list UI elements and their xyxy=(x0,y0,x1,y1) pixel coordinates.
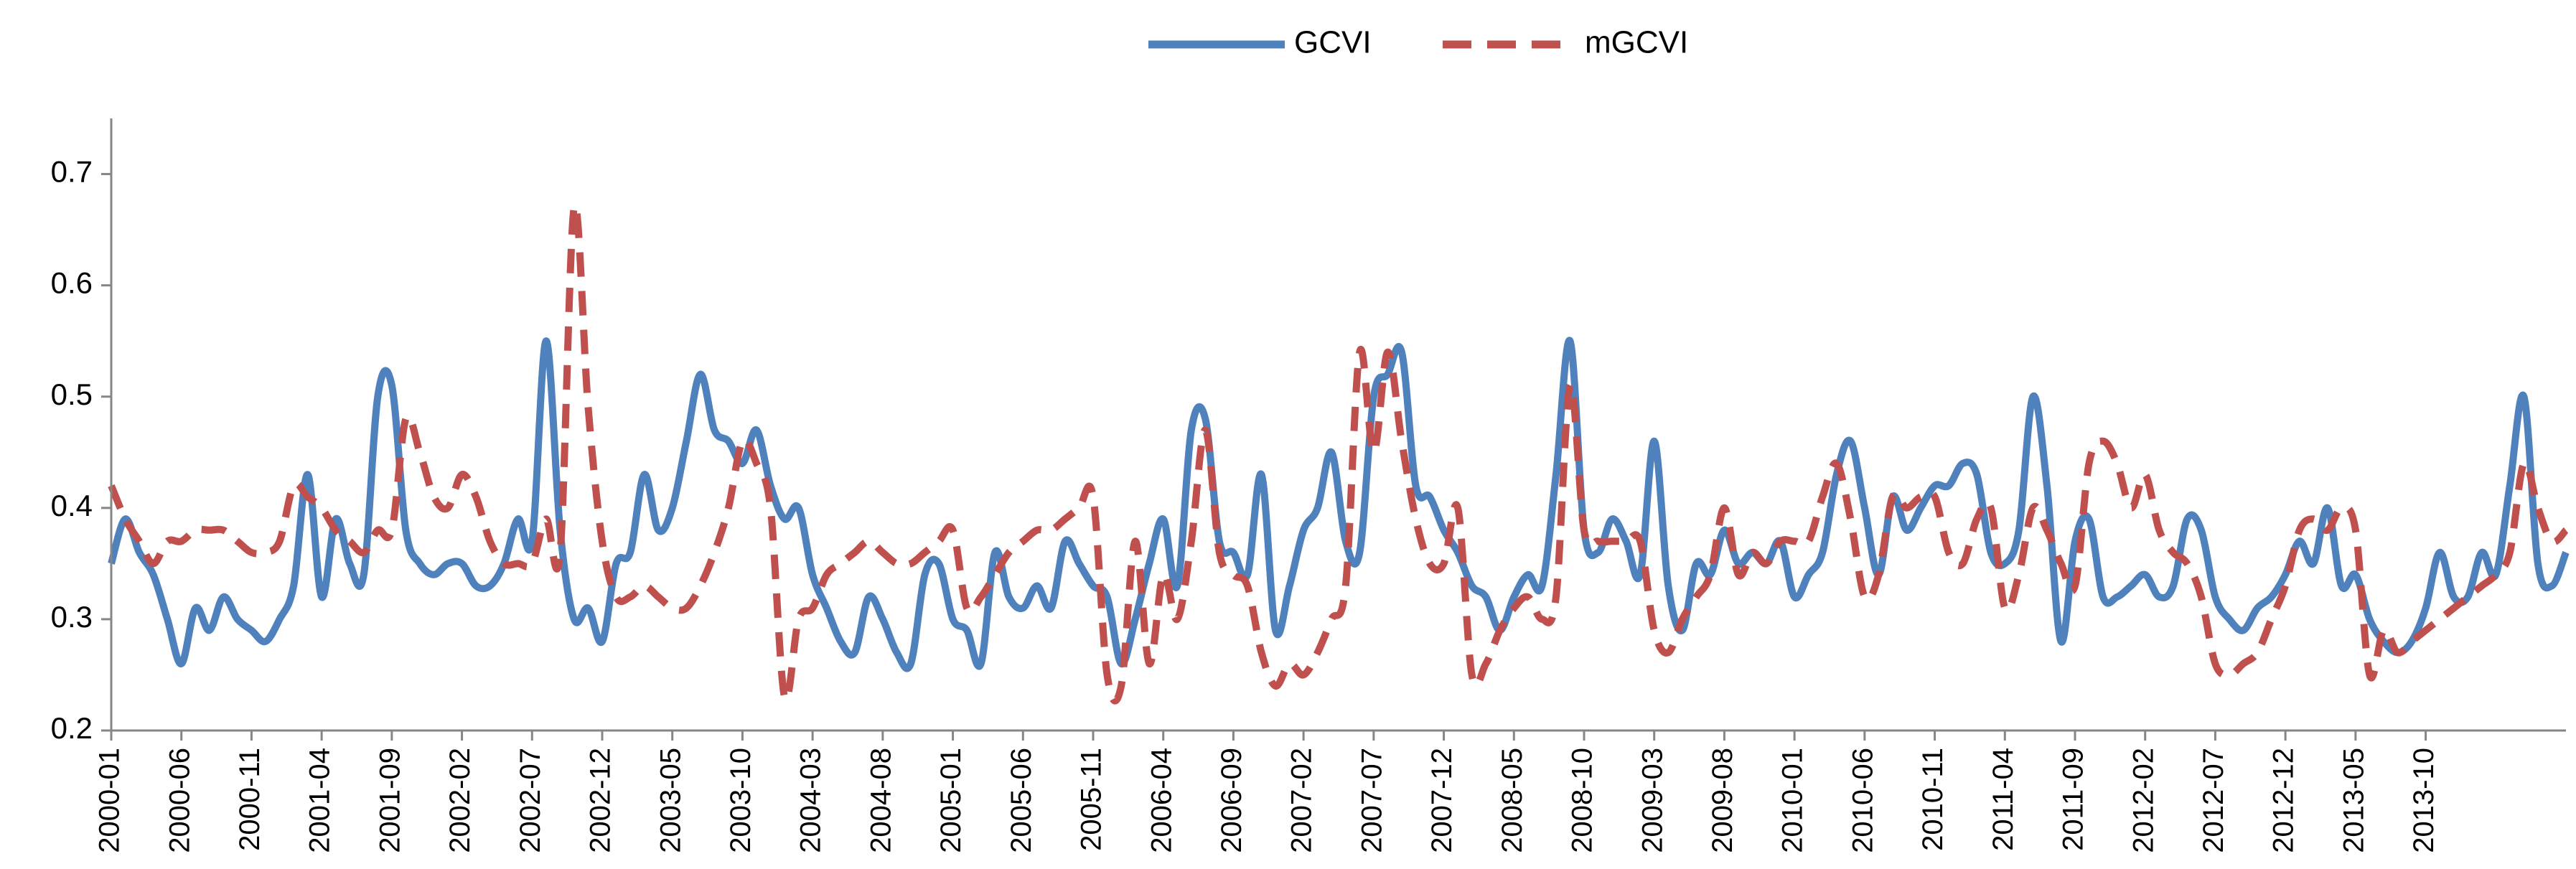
x-tick-label: 2009-03 xyxy=(1636,748,1668,853)
y-tick-label: 0.6 xyxy=(51,266,93,300)
series-layer xyxy=(108,201,2570,705)
x-tick-label: 2010-01 xyxy=(1777,748,1809,853)
x-tick-label: 2012-02 xyxy=(2127,748,2159,853)
x-tick-label: 2007-12 xyxy=(1426,748,1458,853)
x-tick-label: 2005-11 xyxy=(1076,748,1107,851)
legend: GCVI mGCVI xyxy=(1148,25,1688,60)
x-tick-label: 2002-02 xyxy=(444,748,476,853)
x-tick-label: 2006-04 xyxy=(1146,748,1177,853)
legend-label-gcvi: GCVI xyxy=(1294,25,1372,60)
x-axis-ticks: 2000-01 2000-06 2000-11 2001-04 2001-09 2002-… xyxy=(94,731,2440,853)
x-tick-label: 2001-09 xyxy=(374,748,406,853)
legend-label-mgcvi: mGCVI xyxy=(1585,25,1688,60)
x-tick-label: 2012-07 xyxy=(2198,748,2229,853)
x-tick-label: 2000-06 xyxy=(164,748,195,853)
y-tick-label: 0.5 xyxy=(51,377,93,411)
x-tick-label: 2007-02 xyxy=(1286,748,1318,853)
y-tick-label: 0.4 xyxy=(51,489,93,522)
x-tick-label: 2008-05 xyxy=(1497,748,1528,853)
x-tick-label: 2011-04 xyxy=(1987,748,2019,851)
x-tick-label: 2006-09 xyxy=(1216,748,1247,853)
x-tick-label: 2007-07 xyxy=(1356,748,1387,853)
x-tick-label: 2003-05 xyxy=(655,748,686,853)
x-tick-label: 2004-08 xyxy=(865,748,896,853)
x-tick-label: 2005-01 xyxy=(935,748,967,853)
x-tick-label: 2013-10 xyxy=(2408,748,2440,853)
x-tick-label: 2002-12 xyxy=(585,748,617,853)
x-tick-label: 2010-06 xyxy=(1847,748,1878,853)
x-tick-label: 2012-12 xyxy=(2268,748,2300,853)
x-tick-label: 2004-03 xyxy=(795,748,827,853)
x-tick-label: 2000-01 xyxy=(94,748,126,853)
x-tick-label: 2011-09 xyxy=(2058,748,2089,851)
x-tick-label: 2005-06 xyxy=(1006,748,1037,853)
x-tick-label: 2010-11 xyxy=(1917,748,1949,851)
x-tick-label: 2013-05 xyxy=(2338,748,2369,853)
x-tick-label: 2001-04 xyxy=(304,748,336,853)
x-tick-label: 2009-08 xyxy=(1707,748,1738,853)
x-tick-label: 2008-10 xyxy=(1567,748,1598,853)
x-tick-label: 2000-11 xyxy=(234,748,266,851)
x-tick-label: 2003-10 xyxy=(725,748,757,853)
series-line-mgcvi xyxy=(108,201,2569,705)
y-axis-ticks: 0.2 0.3 0.4 0.5 0.6 0.7 xyxy=(51,155,111,745)
y-tick-label: 0.3 xyxy=(51,600,93,634)
series-line-gcvi xyxy=(108,337,2570,672)
y-tick-label: 0.2 xyxy=(51,711,93,745)
x-tick-label: 2002-07 xyxy=(515,748,546,853)
y-tick-label: 0.7 xyxy=(51,155,93,189)
